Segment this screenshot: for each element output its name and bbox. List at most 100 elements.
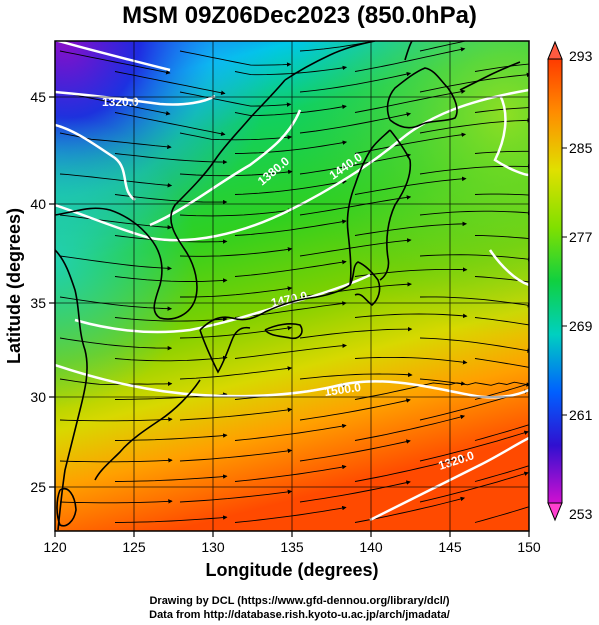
- streamline: [234, 259, 347, 277]
- streamline: [299, 195, 412, 216]
- streamline: [419, 210, 529, 216]
- streamline: [354, 89, 466, 113]
- coastlines: [55, 41, 521, 531]
- streamline: [114, 71, 226, 95]
- streamline: [419, 254, 529, 262]
- streamline: [59, 337, 173, 351]
- streamline: [299, 238, 412, 257]
- streamline: [114, 153, 228, 165]
- streamline: [114, 112, 226, 136]
- streamline: [234, 505, 347, 523]
- streamline: [419, 164, 529, 175]
- colorbar-min-arrow: [547, 502, 563, 522]
- streamline: [354, 221, 468, 236]
- y-tick-label: 35: [30, 295, 46, 311]
- streamline: [419, 430, 529, 462]
- x-tick-label: 135: [280, 539, 304, 555]
- streamline: [179, 132, 293, 141]
- streamline: [354, 47, 466, 72]
- streamline: [299, 326, 413, 339]
- streamline: [299, 480, 411, 503]
- streamline: [234, 343, 347, 359]
- streamline: [354, 313, 468, 319]
- streamline: [419, 41, 468, 52]
- x-tick-label: 130: [201, 539, 225, 555]
- streamline: [234, 104, 347, 117]
- streamline: [299, 372, 413, 380]
- streamline: [59, 173, 173, 188]
- streamline: [354, 381, 466, 400]
- streamline: [179, 448, 293, 462]
- streamline: [474, 276, 529, 283]
- streamline: [474, 150, 529, 154]
- streamline: [474, 193, 529, 196]
- streamline: [114, 194, 228, 205]
- colorbar-label: 261: [569, 407, 593, 423]
- credit-drawing: Drawing by DCL (https://www.gfd-dennou.o…: [149, 595, 450, 607]
- streamline: [419, 72, 529, 93]
- x-tick-label: 120: [43, 539, 67, 555]
- streamline: [354, 176, 467, 195]
- x-tick-label: 140: [359, 539, 383, 555]
- streamline: [180, 286, 293, 298]
- streamline: [179, 50, 292, 67]
- streamline: [299, 71, 412, 93]
- streamline: [419, 337, 529, 353]
- streamline: [299, 112, 412, 134]
- streamline: [179, 169, 293, 177]
- streamline: [234, 301, 347, 318]
- streamline: [299, 41, 378, 52]
- streamline: [299, 439, 411, 462]
- streamline: [419, 118, 529, 134]
- x-axis-label: Longitude (degrees): [205, 560, 378, 580]
- colorbar-label: 285: [569, 140, 593, 156]
- streamline: [354, 132, 467, 154]
- colorbar-label: 293: [569, 48, 593, 64]
- streamline: [179, 366, 293, 380]
- y-tick-label: 40: [30, 196, 46, 212]
- height-contours: [55, 41, 529, 522]
- streamline: [234, 140, 348, 154]
- streamline: [299, 398, 411, 421]
- figure-title: MSM 09Z06Dec2023 (850.0hPa): [122, 2, 477, 29]
- streamline: [234, 179, 347, 195]
- streamline: [59, 499, 173, 504]
- streamline: [354, 356, 468, 365]
- x-tick-label: 145: [438, 539, 462, 555]
- streamline: [59, 132, 172, 150]
- streamline: [234, 219, 347, 236]
- y-tick-label: 45: [30, 89, 46, 105]
- x-tick-label: 125: [122, 539, 146, 555]
- streamline: [299, 153, 412, 175]
- y-tick-label: 30: [30, 389, 46, 405]
- y-axis-label: Latitude (degrees): [4, 208, 24, 364]
- streamline: [179, 91, 292, 107]
- streamline: [114, 276, 228, 283]
- streamline: [419, 471, 529, 503]
- streamline: [234, 65, 348, 76]
- streamline: [179, 208, 293, 217]
- streamline: [354, 455, 466, 482]
- graticule: [55, 41, 529, 531]
- streamline: [59, 378, 173, 387]
- streamline: [419, 378, 529, 387]
- streamline: [354, 414, 466, 441]
- streamline: [179, 325, 293, 339]
- streamline: [114, 316, 228, 322]
- streamline: [474, 63, 529, 72]
- colorbar-max-arrow: [547, 40, 563, 60]
- colorbar-label: 269: [569, 318, 593, 334]
- streamline: [59, 458, 173, 463]
- axis-ticks: [49, 96, 530, 537]
- x-tick-label: 150: [517, 539, 541, 555]
- streamline: [179, 247, 293, 257]
- streamline: [474, 235, 529, 240]
- contour-label: 1500.0: [323, 380, 362, 399]
- plot-area: 1320.0 1320.0 1380.0 1440.0 1470.0 1500.…: [55, 41, 529, 531]
- streamline: [59, 214, 173, 230]
- streamline: [234, 464, 347, 482]
- streamline: [59, 50, 171, 75]
- streamline: [179, 407, 293, 421]
- streamline: [59, 296, 173, 311]
